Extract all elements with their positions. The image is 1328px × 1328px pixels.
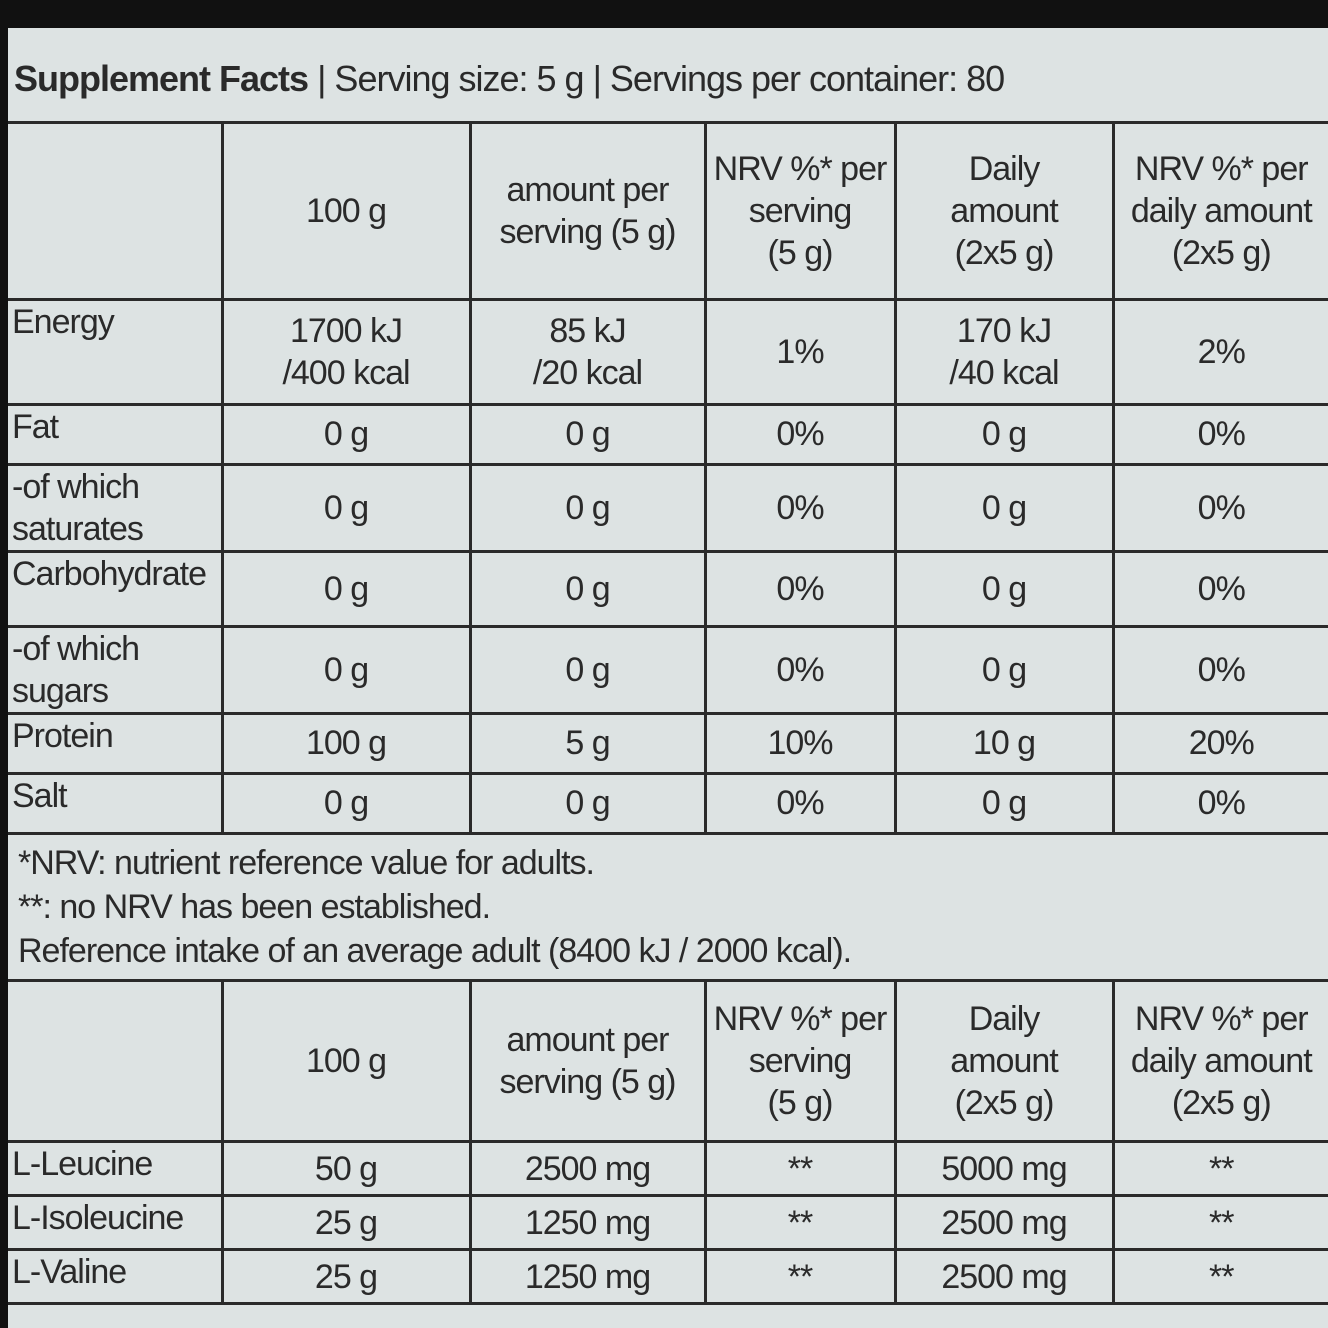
cell: 0% (703, 462, 897, 553)
cell: ** (1111, 1140, 1328, 1197)
cell: 0 g (468, 549, 707, 628)
cell: 0 g (893, 771, 1115, 835)
cell: 1250 mg (468, 1194, 707, 1251)
table-row: L-Isoleucine 25 g 1250 mg ** 2500 mg ** (8, 1194, 1328, 1251)
row-label: Carbohydrate (8, 549, 224, 628)
row-label: L-Isoleucine (8, 1194, 224, 1251)
header-cell: NRV %* per daily amount (2x5 g) (1111, 124, 1328, 301)
cell: 0 g (220, 771, 472, 835)
cell: 0 g (468, 624, 707, 715)
cell: 1250 mg (468, 1248, 707, 1305)
label-title: Supplement Facts (14, 58, 309, 99)
cell: 0% (703, 771, 897, 835)
header-cell: Daily amount (2x5 g) (893, 124, 1115, 301)
footnote: **: no NRV has been established. (18, 887, 491, 926)
row-label: L-Leucine (8, 1140, 224, 1197)
table-row: L-Valine 25 g 1250 mg ** 2500 mg ** (8, 1248, 1328, 1305)
cell: ** (1111, 1194, 1328, 1251)
footnote: *NRV: nutrient reference value for adult… (18, 843, 595, 882)
serving-details: | Serving size: 5 g | Servings per conta… (317, 58, 1005, 99)
header-cell: NRV %* per serving (5 g) (703, 981, 897, 1143)
header-cell: Daily amount (2x5 g) (893, 981, 1115, 1143)
row-label: Salt (8, 771, 224, 835)
cell: 0 g (893, 624, 1115, 715)
header-row: 100 g amount per serving (5 g) NRV %* per … (8, 124, 1328, 301)
cell: ** (703, 1194, 897, 1251)
cell: ** (703, 1140, 897, 1197)
cell: 0% (1111, 771, 1328, 835)
cell: 170 kJ /40 kcal (893, 297, 1115, 406)
table-row: L-Leucine 50 g 2500 mg ** 5000 mg ** (8, 1140, 1328, 1197)
header-cell (8, 981, 224, 1143)
cell: 0 g (220, 462, 472, 553)
header-cell: NRV %* per serving (5 g) (703, 124, 897, 301)
header-row: 100 g amount per serving (5 g) NRV %* per … (8, 981, 1328, 1143)
cell: 0% (703, 624, 897, 715)
table-body: 100 g amount per serving (5 g) NRV %* per … (8, 124, 1328, 835)
cell: 0% (1111, 462, 1328, 553)
cell: 1% (703, 297, 897, 406)
header-cell: amount per serving (5 g) (468, 981, 707, 1143)
label-header: Supplement Facts | Serving size: 5 g | S… (8, 28, 1328, 124)
cell: 1700 kJ /400 kcal (220, 297, 472, 406)
cell: 5 g (468, 711, 707, 775)
cell: 0 g (468, 771, 707, 835)
header-cell: NRV %* per daily amount (2x5 g) (1111, 981, 1328, 1143)
cell: 25 g (220, 1248, 472, 1305)
nutrition-label: Supplement Facts | Serving size: 5 g | S… (8, 28, 1328, 1328)
cell: 0% (1111, 624, 1328, 715)
row-label: -of which sugars (8, 624, 224, 715)
cell: 25 g (220, 1194, 472, 1251)
row-label: Energy (8, 297, 224, 406)
table-row: Energy 1700 kJ /400 kcal 85 kJ /20 kcal 1% 1… (8, 297, 1328, 406)
row-label: Protein (8, 711, 224, 775)
cell: 0 g (468, 402, 707, 466)
cell: 0 g (220, 624, 472, 715)
cell: 0% (703, 402, 897, 466)
header-cell: amount per serving (5 g) (468, 124, 707, 301)
cell: 0% (1111, 549, 1328, 628)
row-label: L-Valine (8, 1248, 224, 1305)
row-label: -of which saturates (8, 462, 224, 553)
row-label: Fat (8, 402, 224, 466)
header-cell: 100 g (220, 981, 472, 1143)
cell: ** (1111, 1248, 1328, 1305)
cell: 0 g (220, 549, 472, 628)
cell: 0% (703, 549, 897, 628)
cell: 20% (1111, 711, 1328, 775)
cell: 2500 mg (893, 1248, 1115, 1305)
cell: 0 g (893, 549, 1115, 628)
cell: 0 g (893, 402, 1115, 466)
header-cell (8, 124, 224, 301)
header-cell: 100 g (220, 124, 472, 301)
cell: 2500 mg (893, 1194, 1115, 1251)
cell: 5000 mg (893, 1140, 1115, 1197)
cell: 2500 mg (468, 1140, 707, 1197)
cell: 100 g (220, 711, 472, 775)
cell: ** (703, 1248, 897, 1305)
cell: 0 g (893, 462, 1115, 553)
cell: 0 g (468, 462, 707, 553)
table-body: 100 g amount per serving (5 g) NRV %* per … (8, 981, 1328, 1305)
cell: 85 kJ /20 kcal (468, 297, 707, 406)
cell: 2% (1111, 297, 1328, 406)
cell: 50 g (220, 1140, 472, 1197)
cell: 0 g (220, 402, 472, 466)
cell: 0% (1111, 402, 1328, 466)
nutrition-table: 100 g amount per serving (5 g) NRV %* per … (8, 124, 1328, 835)
cell: 10 g (893, 711, 1115, 775)
footnote: Reference intake of an average adult (84… (18, 931, 852, 970)
footnotes: *NRV: nutrient reference value for adult… (8, 835, 1328, 982)
cell: 10% (703, 711, 897, 775)
amino-table: 100 g amount per serving (5 g) NRV %* per … (8, 981, 1328, 1305)
